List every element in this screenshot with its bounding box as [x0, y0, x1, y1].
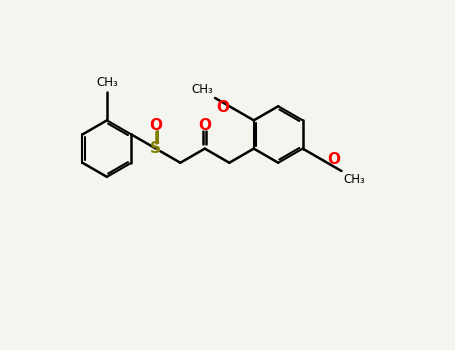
Text: O: O — [149, 118, 162, 133]
Text: S: S — [150, 141, 162, 156]
Text: O: O — [327, 152, 340, 167]
Text: CH₃: CH₃ — [96, 76, 118, 89]
Text: CH₃: CH₃ — [344, 173, 365, 186]
Text: O: O — [216, 100, 229, 115]
Text: O: O — [198, 118, 211, 133]
Text: CH₃: CH₃ — [191, 83, 213, 97]
